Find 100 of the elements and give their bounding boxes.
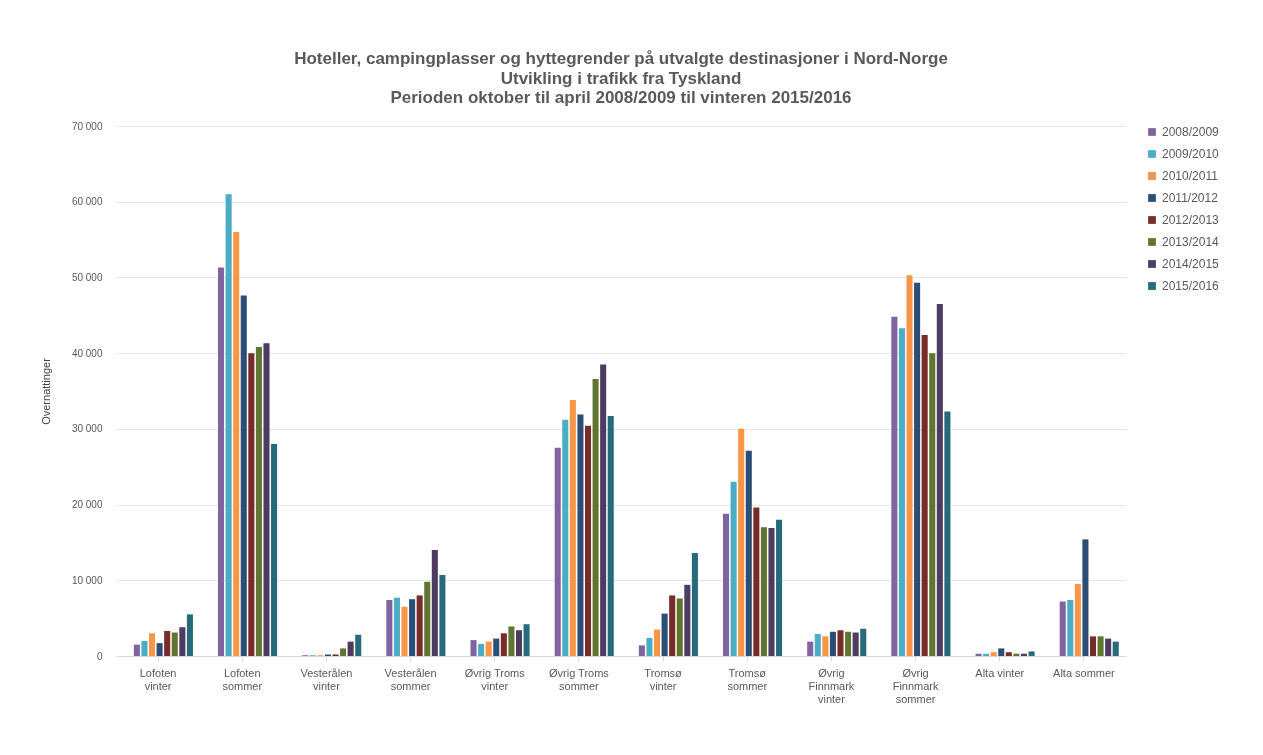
bar bbox=[133, 644, 140, 656]
bar bbox=[822, 636, 829, 656]
bar bbox=[1082, 539, 1089, 656]
bar bbox=[944, 411, 951, 656]
legend-label: 2010/2011 bbox=[1162, 169, 1219, 183]
bar bbox=[271, 444, 278, 656]
bar bbox=[684, 584, 691, 656]
bar bbox=[148, 633, 156, 656]
bar bbox=[829, 631, 836, 656]
bar bbox=[730, 481, 737, 656]
bar bbox=[523, 624, 530, 656]
text: Utvikling i trafikk fra Tyskland bbox=[500, 69, 742, 88]
bar bbox=[569, 400, 576, 656]
bar bbox=[676, 598, 683, 656]
x-tick-label: Alta vinter bbox=[975, 666, 1025, 679]
legend-label: 2011/2012 bbox=[1162, 191, 1219, 205]
x-tick-label: Lofoten sommer bbox=[222, 666, 263, 692]
y-tick-label: 70 000 bbox=[71, 120, 103, 132]
bar bbox=[600, 364, 607, 656]
bar bbox=[723, 513, 730, 656]
text: Perioden oktober til april 2008/2009 til vinteren 2015/2016 bbox=[390, 88, 852, 107]
x-tick-label: Øvrig Finnmark sommer bbox=[892, 666, 939, 705]
bar bbox=[936, 303, 943, 656]
bar bbox=[745, 450, 752, 656]
legend-label: 2014/2015 bbox=[1162, 257, 1220, 271]
bar bbox=[891, 316, 898, 656]
bar bbox=[409, 599, 416, 656]
x-tick-label: Vesterålen vinter bbox=[300, 666, 353, 692]
bar bbox=[1089, 636, 1097, 656]
legend-label: 2008/2009 bbox=[1162, 125, 1220, 139]
bar bbox=[646, 637, 653, 656]
bar bbox=[607, 415, 614, 656]
bar bbox=[691, 553, 698, 656]
bar bbox=[186, 614, 193, 656]
y-tick-label: 30 000 bbox=[71, 423, 103, 435]
bar bbox=[401, 606, 408, 656]
bar bbox=[171, 632, 178, 656]
legend-label: 2012/2013 bbox=[1162, 213, 1220, 227]
bar bbox=[1067, 599, 1074, 656]
bar bbox=[255, 347, 262, 656]
x-tick-label: Alta sommer bbox=[1053, 666, 1116, 679]
bar bbox=[431, 550, 438, 656]
bar bbox=[1112, 641, 1119, 656]
bar bbox=[753, 507, 760, 656]
bar bbox=[776, 519, 783, 656]
bar bbox=[393, 597, 400, 656]
y-tick-label: 20 000 bbox=[71, 499, 103, 511]
bar bbox=[500, 633, 507, 656]
y-tick-label: 40 000 bbox=[71, 347, 103, 359]
y-tick-label: 10 000 bbox=[71, 574, 103, 586]
bar bbox=[738, 428, 745, 656]
legend-label: 2015/2016 bbox=[1162, 279, 1220, 293]
bar bbox=[1074, 584, 1081, 656]
bar bbox=[225, 194, 232, 656]
bar bbox=[263, 343, 270, 656]
y-tick-label: 0 bbox=[96, 650, 103, 662]
bar bbox=[470, 640, 477, 656]
bar bbox=[914, 282, 921, 656]
bar bbox=[998, 648, 1005, 656]
bar bbox=[1059, 601, 1066, 656]
bar bbox=[141, 640, 148, 656]
bar bbox=[768, 528, 775, 656]
y-tick-label: 60 000 bbox=[71, 196, 103, 208]
bar bbox=[653, 629, 661, 656]
bar bbox=[424, 581, 431, 656]
bar bbox=[1105, 638, 1112, 656]
bar bbox=[515, 630, 523, 656]
bar bbox=[493, 638, 500, 656]
bar bbox=[669, 595, 676, 656]
bar bbox=[240, 295, 247, 656]
legend-label: 2009/2010 bbox=[1162, 147, 1220, 161]
bar bbox=[485, 641, 492, 656]
bar bbox=[814, 634, 821, 656]
bar bbox=[760, 527, 767, 656]
bar bbox=[929, 353, 936, 656]
bar bbox=[164, 631, 171, 656]
legend-label: 2013/2014 bbox=[1162, 235, 1220, 249]
bar bbox=[508, 626, 515, 656]
x-tick-label: Lofoten vinter bbox=[139, 666, 177, 692]
bar bbox=[921, 334, 928, 656]
bar bbox=[638, 645, 645, 656]
bar bbox=[554, 447, 561, 656]
bar bbox=[906, 275, 913, 656]
x-tick-label: Vesterålen sommer bbox=[384, 666, 437, 692]
bar bbox=[156, 643, 163, 656]
bar bbox=[179, 627, 186, 656]
bar bbox=[577, 414, 584, 656]
bar bbox=[661, 613, 668, 656]
bar bbox=[592, 378, 599, 656]
bar bbox=[347, 641, 354, 656]
bar bbox=[416, 595, 423, 656]
bar bbox=[233, 232, 240, 656]
bar bbox=[562, 419, 569, 656]
x-tick-label: Øvrig Troms vinter bbox=[464, 666, 526, 692]
bar bbox=[990, 652, 997, 656]
bar bbox=[898, 328, 905, 656]
bar bbox=[1005, 652, 1012, 656]
x-tick-label: Øvrig Finnmark vinter bbox=[808, 666, 855, 705]
bar bbox=[584, 425, 592, 656]
x-tick-label: Tromsø sommer bbox=[727, 666, 768, 692]
